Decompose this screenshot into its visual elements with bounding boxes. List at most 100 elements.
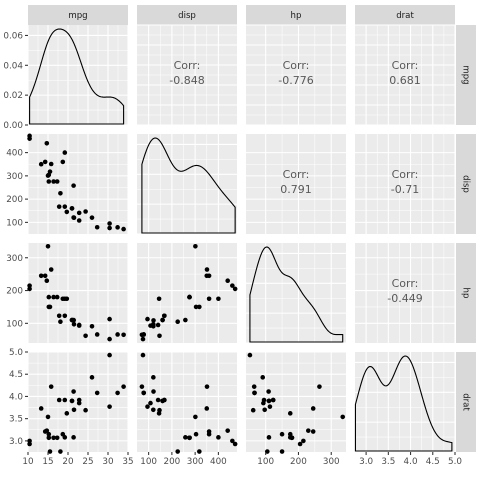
panel-mpg-mpg	[27, 25, 129, 126]
scatter-point	[71, 183, 76, 188]
scatter-point	[262, 407, 267, 413]
x-tick-label-drat: 4.0	[404, 457, 418, 467]
scatter-point	[206, 296, 212, 302]
scatter-point	[204, 267, 210, 272]
scatter-point	[64, 209, 70, 215]
scatter-point	[193, 243, 198, 249]
y-tick-label-mpg: 0.04	[3, 61, 23, 71]
strip-label-top-mpg: mpg	[68, 11, 87, 21]
scatter-point	[230, 438, 235, 444]
panel-hp-drat: Corr: -0.449	[355, 243, 456, 343]
panel-mpg-drat: Corr: 0.681	[355, 24, 456, 126]
scatter-point	[183, 435, 188, 440]
panel-hp-mpg	[27, 243, 129, 343]
scatter-point	[76, 218, 82, 223]
scatter-point	[62, 435, 68, 440]
scatter-point	[187, 435, 192, 441]
x-tick-label-disp: 300	[187, 457, 204, 467]
scatter-point	[197, 449, 202, 454]
scatter-point	[157, 333, 162, 339]
scatter-point	[107, 221, 112, 226]
scatter-point	[58, 319, 63, 324]
scatter-point	[107, 404, 112, 409]
panel-background	[137, 352, 237, 452]
scatter-point	[297, 441, 303, 447]
scatter-point	[76, 210, 82, 216]
scatter-point	[71, 318, 76, 323]
scatter-point	[115, 225, 120, 230]
strip-top-mpg	[28, 5, 128, 25]
scatter-point	[121, 332, 126, 338]
scatter-point	[261, 397, 267, 403]
strip-label-top-drat: drat	[396, 11, 414, 21]
scatter-point	[145, 404, 150, 409]
x-tick-label-hp: 300	[323, 457, 340, 467]
y-tick-label-drat: 5.0	[9, 348, 23, 358]
scatter-point	[162, 397, 167, 403]
scatter-point	[54, 179, 60, 184]
scatter-point	[27, 136, 32, 141]
scatter-point	[89, 215, 95, 220]
scatter-point	[48, 384, 54, 389]
corr-label: Corr:	[392, 277, 419, 290]
x-tick-label-mpg: 25	[82, 457, 93, 467]
x-tick-label-mpg: 15	[42, 457, 53, 467]
scatter-point	[225, 278, 230, 284]
scatter-point	[151, 323, 156, 329]
scatter-point	[175, 449, 180, 454]
scatter-point	[204, 384, 210, 389]
scatter-point	[38, 161, 44, 167]
scatter-point	[71, 389, 76, 394]
corr-value: -0.848	[169, 74, 204, 87]
strip-top-drat	[355, 5, 455, 25]
panel-background	[137, 134, 237, 234]
scatter-point	[46, 294, 52, 300]
scatter-point	[287, 411, 293, 416]
x-tick-label-mpg: 30	[102, 457, 114, 467]
scatter-point	[71, 322, 77, 327]
scatter-point	[156, 296, 162, 302]
panel-disp-hp: Corr: 0.791	[246, 134, 346, 234]
panel-drat-mpg	[27, 351, 129, 454]
x-tick-label-mpg: 35	[122, 457, 133, 467]
panel-drat-disp	[137, 351, 238, 454]
y-tick-label-disp: 200	[6, 195, 23, 205]
scatter-point	[148, 400, 153, 406]
strip-top-hp	[246, 5, 346, 25]
scatter-point	[175, 319, 180, 324]
panel-hp-disp	[137, 243, 238, 343]
scatter-point	[27, 438, 32, 444]
density-curve-drat	[354, 355, 453, 452]
scatter-point	[89, 375, 95, 380]
scatter-point	[121, 226, 126, 232]
panel-drat-drat	[354, 352, 456, 453]
scatter-point	[232, 441, 238, 447]
strip-right-drat	[456, 352, 476, 452]
scatter-point	[140, 352, 146, 358]
scatter-point	[287, 435, 293, 440]
scatter-point	[216, 435, 221, 440]
density-curve-hp	[249, 246, 344, 343]
scatter-point	[62, 204, 68, 209]
strip-label-right-hp: hp	[461, 288, 471, 299]
corr-value: -0.71	[391, 183, 419, 196]
scatter-point	[83, 333, 88, 339]
panel-background	[355, 134, 455, 234]
scatter-point	[183, 317, 188, 323]
panel-background	[246, 243, 346, 343]
strip-label-top-disp: disp	[178, 11, 196, 21]
scatter-point	[71, 435, 76, 440]
scatter-point	[48, 161, 54, 167]
x-tick-label-drat: 3.5	[381, 457, 395, 467]
y-tick-label-hp: 100	[6, 319, 23, 329]
scatter-point	[260, 375, 266, 380]
scatter-point	[250, 407, 256, 413]
y-tick-label-drat: 3.5	[9, 415, 23, 425]
scatter-point	[62, 313, 68, 319]
scatter-point	[69, 398, 75, 404]
scatter-point	[151, 407, 156, 413]
scatter-point	[187, 294, 192, 300]
scatter-point	[107, 336, 112, 342]
scatter-point	[107, 316, 112, 322]
